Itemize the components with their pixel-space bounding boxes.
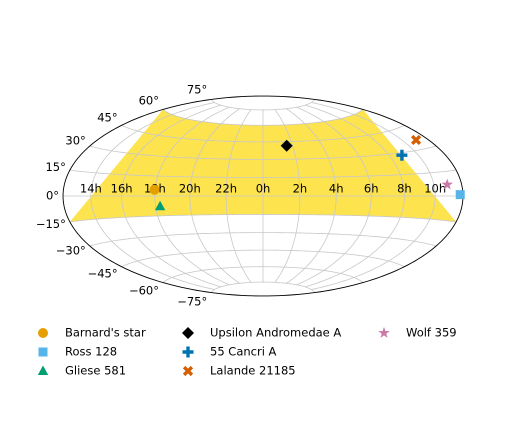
x-tick-label: 6h <box>364 182 379 196</box>
legend-marker <box>182 346 194 358</box>
data-point <box>154 200 166 211</box>
grid-line <box>225 109 252 283</box>
y-tick-label: 60° <box>139 93 159 107</box>
grid-line <box>305 104 405 288</box>
y-tick-label: 45° <box>97 111 117 125</box>
grid-line <box>121 104 221 288</box>
x-tick-label: 10h <box>424 182 446 196</box>
y-tick-label: 0° <box>46 189 59 203</box>
grid-line <box>154 106 230 286</box>
grid-line <box>274 109 301 283</box>
legend-marker <box>38 328 48 338</box>
y-tick-label: −45° <box>88 266 118 280</box>
grid-line <box>189 108 240 284</box>
legend-label: Lalande 21185 <box>210 364 296 378</box>
legend-label: Wolf 359 <box>406 326 457 340</box>
grid-line <box>286 108 337 284</box>
legend-marker <box>37 365 49 375</box>
legend-label: Barnard's star <box>65 326 146 340</box>
data-point <box>410 134 422 146</box>
x-tick-label: 14h <box>80 182 102 196</box>
data-point <box>396 149 408 161</box>
legend-label: Ross 128 <box>65 345 117 359</box>
y-tick-label: 30° <box>65 134 85 148</box>
legend-label: 55 Cancri A <box>210 345 277 359</box>
x-tick-label: 22h <box>215 182 237 196</box>
y-tick-label: −60° <box>129 284 159 298</box>
x-tick-label: 16h <box>111 182 133 196</box>
map-outline <box>62 95 464 297</box>
x-tick-label: 2h <box>293 182 308 196</box>
legend-marker <box>378 327 390 338</box>
data-point <box>280 139 293 152</box>
x-tick-label: 0h <box>256 182 271 196</box>
legend-marker <box>38 347 48 357</box>
data-point <box>149 184 160 195</box>
y-tick-label: −30° <box>56 243 86 257</box>
data-point <box>441 178 453 190</box>
legend-label: Gliese 581 <box>65 364 126 378</box>
legend-label: Upsilon Andromedae A <box>210 326 341 340</box>
legend-marker <box>182 327 194 339</box>
y-tick-label: 75° <box>187 82 207 96</box>
grid-line <box>296 106 372 286</box>
grid-line <box>311 102 436 290</box>
y-tick-label: 15° <box>45 160 65 174</box>
legend-marker <box>182 365 194 377</box>
data-point <box>455 190 465 200</box>
x-tick-label: 4h <box>329 182 344 196</box>
grid-line <box>90 102 215 290</box>
y-tick-label: −75° <box>177 295 207 309</box>
x-tick-label: 20h <box>179 182 201 196</box>
x-tick-label: 8h <box>397 182 412 196</box>
y-tick-label: −15° <box>36 217 66 231</box>
